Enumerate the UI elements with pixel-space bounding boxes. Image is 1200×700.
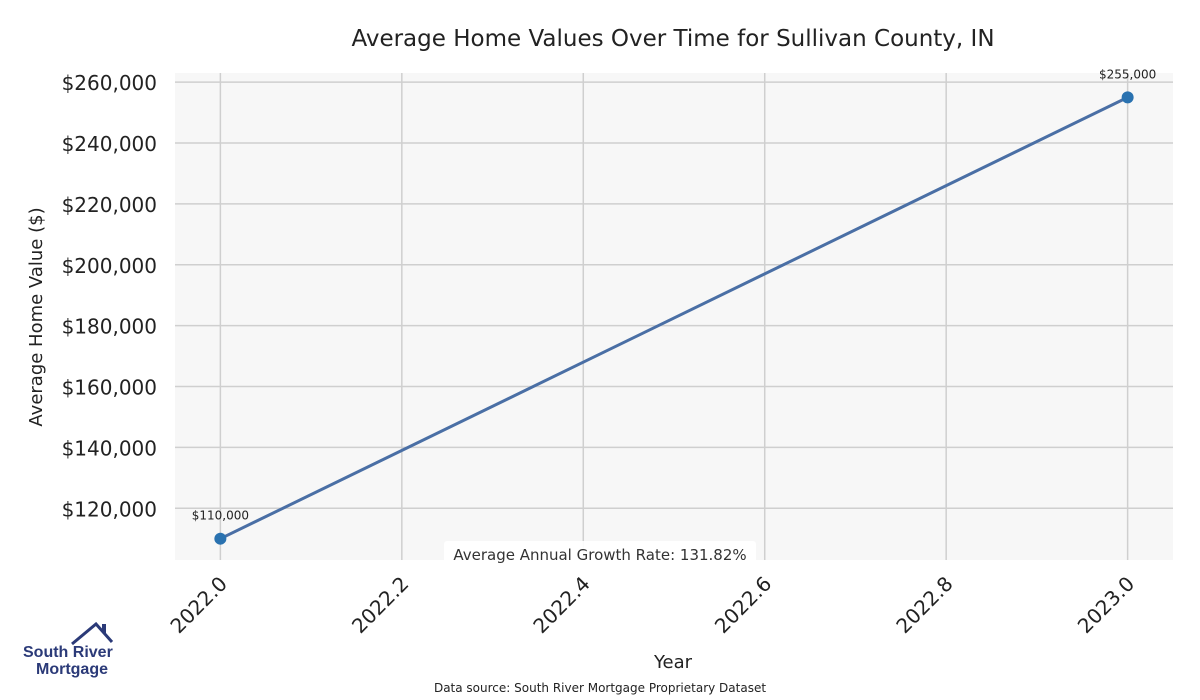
house-roof-icon — [71, 622, 114, 646]
south-river-mortgage-logo: South River Mortgage — [20, 622, 120, 682]
data-label: $110,000 — [192, 509, 249, 523]
y-tick-label: $120,000 — [62, 497, 157, 521]
growth-annotation: Average Annual Growth Rate: 131.82% — [444, 541, 756, 565]
logo-text-line1: South River — [23, 644, 113, 661]
series-line — [219, 96, 1129, 541]
logo-text-line2: Mortgage — [36, 661, 108, 678]
y-tick-label: $240,000 — [62, 132, 157, 156]
x-tick-label: 2022.0 — [165, 572, 231, 638]
y-axis-label: Average Home Value ($) — [26, 207, 47, 426]
y-tick-label: $140,000 — [62, 436, 157, 460]
x-tick-label: 2022.6 — [710, 572, 776, 638]
x-tick-label: 2022.8 — [891, 572, 957, 638]
data-label: $255,000 — [1099, 67, 1156, 81]
annotation-text: Average Annual Growth Rate: 131.82% — [453, 546, 746, 564]
y-tick-label: $220,000 — [62, 193, 157, 217]
chart-title: Average Home Values Over Time for Sulliv… — [351, 26, 994, 52]
x-axis: 2022.0 2022.2 2022.4 2022.6 2022.8 2023.0 — [165, 572, 1139, 638]
x-tick-label: 2022.2 — [347, 572, 413, 638]
x-axis-label: Year — [653, 652, 693, 673]
data-point — [214, 532, 227, 545]
x-tick-label: 2022.4 — [528, 572, 594, 638]
data-point — [1121, 91, 1134, 104]
grid-lines — [175, 73, 1173, 560]
y-tick-label: $180,000 — [62, 315, 157, 339]
annotation-box — [444, 541, 756, 565]
y-tick-label: $200,000 — [62, 254, 157, 278]
y-tick-label: $260,000 — [62, 71, 157, 95]
x-tick-label: 2023.0 — [1073, 572, 1139, 638]
y-axis: $120,000 $140,000 $160,000 $180,000 $200,000… — [62, 71, 157, 521]
y-tick-label: $160,000 — [62, 376, 157, 400]
series-layer: $110,000 $255,000 — [192, 67, 1156, 545]
data-source-caption: Data source: South River Mortgage Propri… — [433, 681, 767, 695]
